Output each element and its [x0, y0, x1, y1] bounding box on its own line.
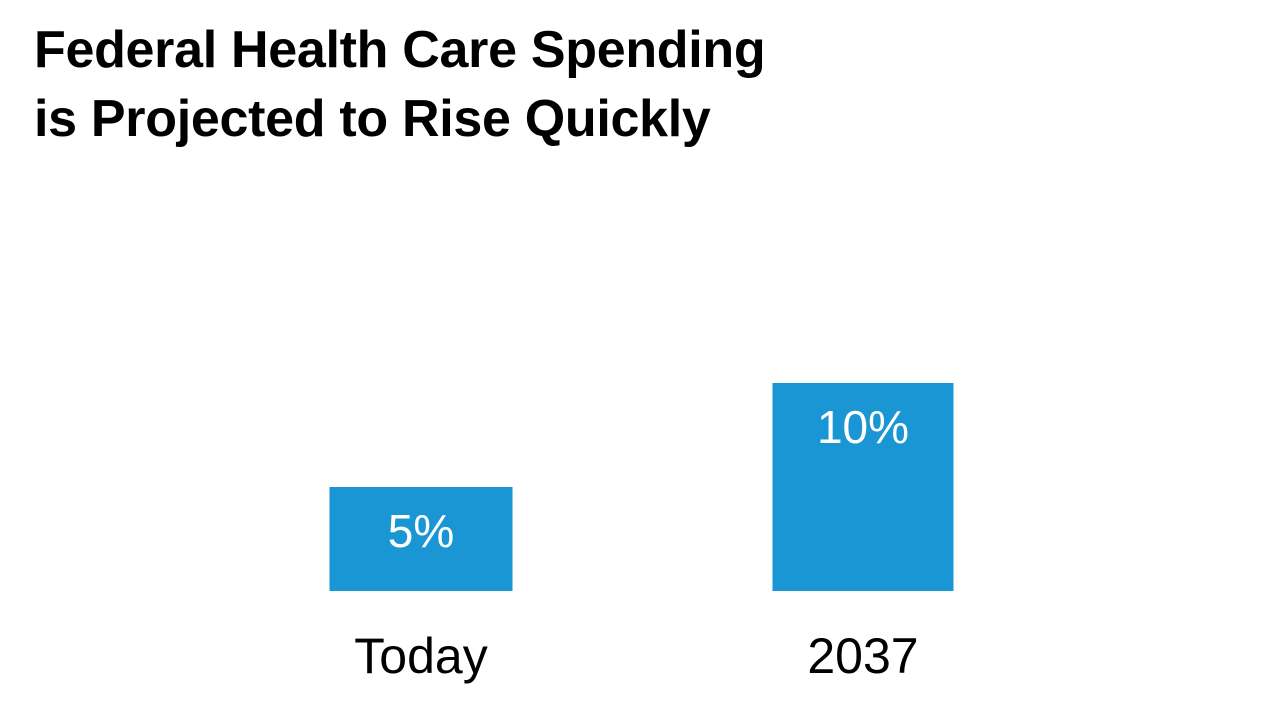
- chart-title-line-1: Federal Health Care Spending: [34, 21, 766, 79]
- chart-title-line-2: is Projected to Rise Quickly: [34, 90, 711, 148]
- bar-today: [329, 487, 513, 591]
- chart-title: Federal Health Care Spending is Projecte…: [34, 16, 1034, 154]
- value-label-today: 5%: [388, 505, 454, 557]
- category-label-today: Today: [354, 628, 487, 684]
- value-label-2037: 10%: [817, 401, 909, 453]
- bar-2037: [772, 383, 954, 591]
- category-label-2037: 2037: [807, 628, 918, 684]
